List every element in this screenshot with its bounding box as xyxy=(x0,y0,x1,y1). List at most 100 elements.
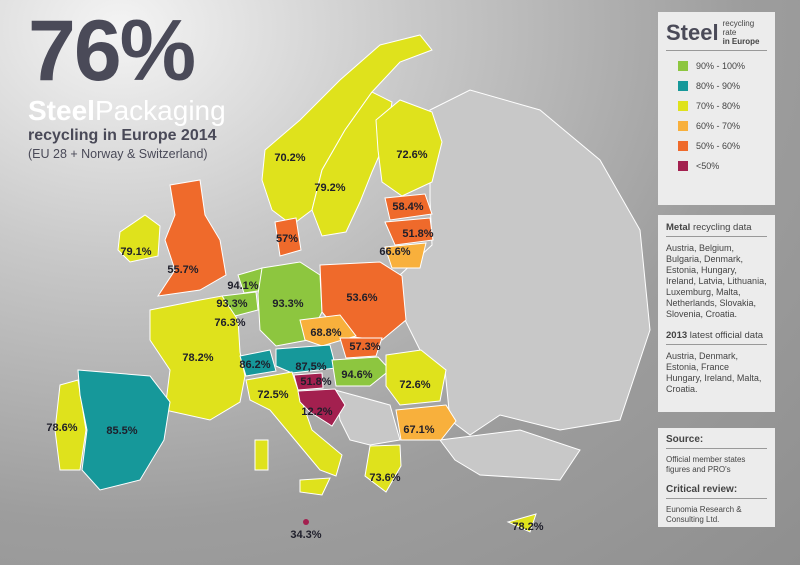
subtitle: recycling in Europe 2014 xyxy=(28,127,217,144)
country xyxy=(384,193,433,221)
country xyxy=(331,356,391,387)
metal-text: Austria, Belgium, Bulgaria, Denmark, Est… xyxy=(666,243,767,319)
rate-label: 12.2% xyxy=(301,406,332,418)
metal-bold: Metal xyxy=(666,222,691,233)
malta xyxy=(303,519,309,525)
legend-label: <50% xyxy=(696,161,720,171)
rate-label: 55.7% xyxy=(167,264,198,276)
country xyxy=(245,371,343,477)
rate-label: 67.1% xyxy=(403,424,434,436)
legend-label: 60% - 70% xyxy=(696,121,741,131)
rate-label: 57.3% xyxy=(349,341,380,353)
legend-swatch xyxy=(678,121,688,131)
source-text: Official member states figures and PRO's xyxy=(666,455,746,474)
country xyxy=(297,388,346,427)
legend-item: 60% - 70% xyxy=(678,121,767,131)
rate-label: 93.3% xyxy=(272,298,303,310)
legend-heading: Steel xyxy=(666,19,719,45)
country xyxy=(239,349,277,377)
rate-label: 76.3% xyxy=(214,317,245,329)
legend-swatch xyxy=(678,141,688,151)
caption-bold: in Europe xyxy=(722,37,760,46)
legend-item: 50% - 60% xyxy=(678,141,767,151)
land xyxy=(334,389,401,446)
land xyxy=(399,89,651,436)
rate-label: 57% xyxy=(276,233,298,245)
caption: recycling rate xyxy=(722,19,755,37)
legend-label: 80% - 90% xyxy=(696,81,741,91)
rate-label: 94.1% xyxy=(227,280,258,292)
country xyxy=(117,214,161,263)
rate-label: 53.6% xyxy=(346,292,377,304)
country xyxy=(274,217,302,257)
rate-label: 79.2% xyxy=(314,182,345,194)
legend-label: 90% - 100% xyxy=(696,61,746,71)
background-land xyxy=(334,89,651,481)
legend-item: 90% - 100% xyxy=(678,61,767,71)
country xyxy=(395,404,457,441)
source-title: Source: xyxy=(666,435,767,449)
rate-label: 68.8% xyxy=(310,327,341,339)
rate-label: 94.6% xyxy=(341,369,372,381)
rate-label: 78.2% xyxy=(512,521,543,533)
country xyxy=(156,179,227,297)
country xyxy=(275,344,337,374)
country xyxy=(54,379,87,471)
legend-title: Steel recycling rate in Europe xyxy=(666,19,767,51)
rate-label: 79.1% xyxy=(120,246,151,258)
note: (EU 28 + Norway & Switzerland) xyxy=(28,147,208,161)
country xyxy=(375,99,443,197)
country xyxy=(364,444,402,493)
legend-swatch xyxy=(678,161,688,171)
rate-label: 34.3% xyxy=(290,529,321,541)
legend-swatch xyxy=(678,61,688,71)
info-panel: Metal recycling data Austria, Belgium, B… xyxy=(658,215,775,412)
rate-label: 78.2% xyxy=(182,352,213,364)
title-bold: Steel xyxy=(28,95,95,126)
country xyxy=(299,477,331,496)
country xyxy=(339,337,383,359)
rate-label: 72.6% xyxy=(399,379,430,391)
country xyxy=(385,349,447,406)
legend-item: 70% - 80% xyxy=(678,101,767,111)
legend-label: 50% - 60% xyxy=(696,141,741,151)
legend: Steel recycling rate in Europe 90% - 100% 8… xyxy=(658,12,775,205)
country xyxy=(149,295,246,421)
header: 76% SteelPackaging recycling in Europe 2… xyxy=(28,8,226,162)
rate-label: 58.4% xyxy=(392,201,423,213)
metal-rest: recycling data xyxy=(692,222,752,233)
review-title: Critical review: xyxy=(666,485,767,499)
rate-label: 66.6% xyxy=(379,246,410,258)
country xyxy=(77,369,171,491)
metal-heading: Metal recycling data xyxy=(666,222,767,237)
land xyxy=(439,429,581,481)
rate-label: 51.8% xyxy=(402,228,433,240)
rate-label: 85.5% xyxy=(106,425,137,437)
year-text: Austria, Denmark, Estonia, France Hungar… xyxy=(666,351,762,394)
legend-items: 90% - 100% 80% - 90% 70% - 80% 60% - 70% 50%… xyxy=(666,61,767,171)
year-heading: 2013 latest official data xyxy=(666,330,767,345)
year-bold: 2013 xyxy=(666,330,688,341)
year-rest: latest official data xyxy=(689,330,764,341)
country xyxy=(254,439,269,471)
rate-label: 93.3% xyxy=(216,298,247,310)
rate-label: 73.6% xyxy=(369,472,400,484)
rate-label: 70.2% xyxy=(274,152,305,164)
country xyxy=(506,513,537,533)
rate-label: 72.5% xyxy=(257,389,288,401)
review-text: Eunomia Research & Consulting Ltd. xyxy=(666,505,742,524)
rate-label: 72.6% xyxy=(396,149,427,161)
legend-item: 80% - 90% xyxy=(678,81,767,91)
legend-swatch xyxy=(678,81,688,91)
country xyxy=(311,91,393,237)
rate-label: 86.2% xyxy=(239,359,270,371)
headline: 76% xyxy=(28,3,196,99)
source-panel: Source: Official member states figures a… xyxy=(658,428,775,527)
title-rest: Packaging xyxy=(94,95,226,126)
legend-item: <50% xyxy=(678,161,767,171)
legend-swatch xyxy=(678,101,688,111)
rate-label: 78.6% xyxy=(46,422,77,434)
legend-label: 70% - 80% xyxy=(696,101,741,111)
